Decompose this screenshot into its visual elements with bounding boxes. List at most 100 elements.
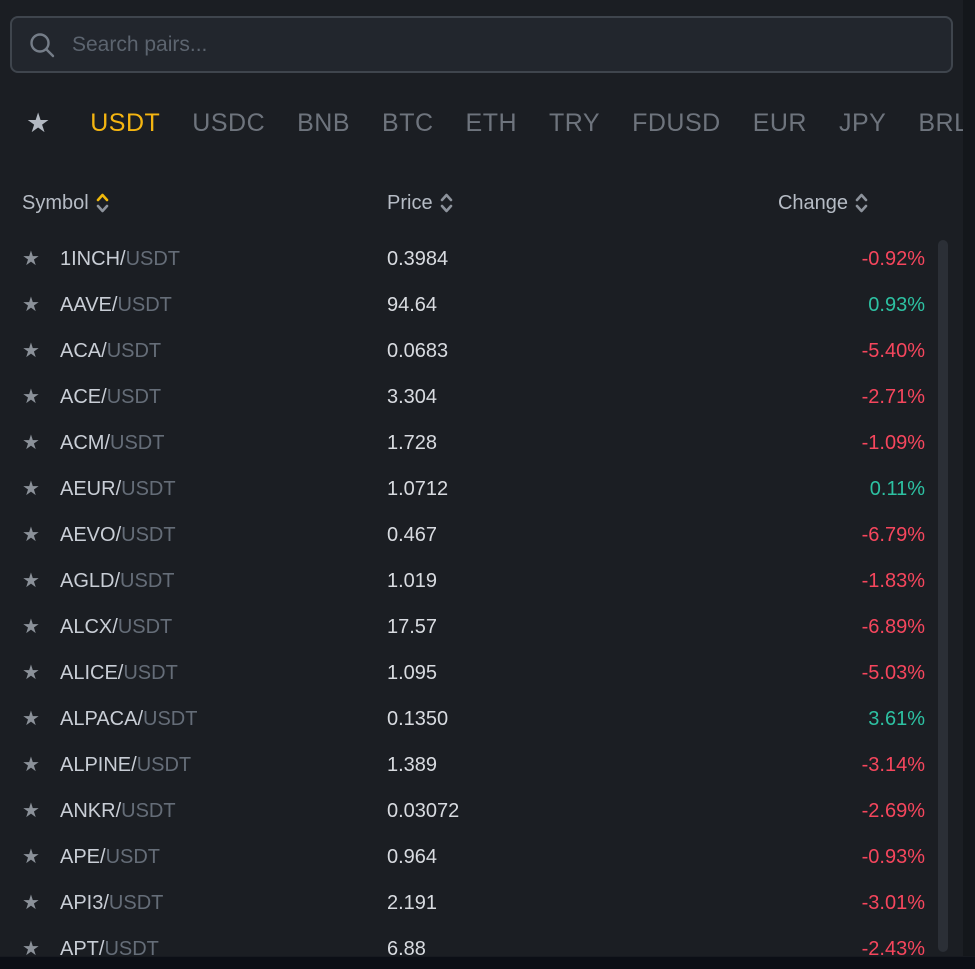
pair-row[interactable]: ★ 1INCH/USDT 0.3984 -0.92% [0, 236, 963, 282]
pair-row[interactable]: ★ APE/USDT 0.964 -0.93% [0, 834, 963, 880]
pair-symbol: ALPACA/USDT [60, 707, 198, 730]
pair-change: -0.93% [861, 845, 925, 868]
favorite-star-icon[interactable]: ★ [22, 616, 40, 638]
pair-row[interactable]: ★ AAVE/USDT 94.64 0.93% [0, 282, 963, 328]
pair-symbol: AEUR/USDT [60, 477, 176, 500]
pair-symbol: ANKR/USDT [60, 799, 176, 822]
pair-price: 3.304 [387, 385, 438, 408]
column-header-price[interactable]: Price [387, 192, 778, 215]
pair-symbol: ACA/USDT [60, 339, 162, 362]
favorite-star-icon[interactable]: ★ [22, 846, 40, 868]
pair-row[interactable]: ★ API3/USDT 2.191 -3.01% [0, 880, 963, 926]
pair-price: 1.0712 [387, 477, 449, 500]
favorite-star-icon[interactable]: ★ [22, 754, 40, 776]
pair-row[interactable]: ★ AEVO/USDT 0.467 -6.79% [0, 512, 963, 558]
pair-change: -1.09% [861, 431, 925, 454]
scrollbar-thumb[interactable] [938, 240, 948, 952]
pair-price: 1.389 [387, 753, 438, 776]
pair-row[interactable]: ★ ANKR/USDT 0.03072 -2.69% [0, 788, 963, 834]
pair-change: -6.79% [861, 523, 925, 546]
quote-tab-brl[interactable]: BRL [918, 108, 969, 137]
pair-row[interactable]: ★ ACA/USDT 0.0683 -5.40% [0, 328, 963, 374]
favorite-star-icon[interactable]: ★ [22, 478, 40, 500]
pair-price: 0.03072 [387, 799, 460, 822]
favorite-star-icon[interactable]: ★ [22, 800, 40, 822]
pair-symbol: AAVE/USDT [60, 293, 172, 316]
pair-change: -2.43% [861, 937, 925, 957]
pair-price: 0.467 [387, 523, 438, 546]
pair-change: -3.01% [861, 891, 925, 914]
pair-price: 0.1350 [387, 707, 449, 730]
pair-price: 0.3984 [387, 247, 449, 270]
pair-change: -2.71% [861, 385, 925, 408]
sort-icon [440, 192, 453, 214]
quote-tab-bnb[interactable]: BNB [297, 108, 351, 137]
quote-tab-usdt[interactable]: USDT [90, 108, 161, 137]
pair-change: -5.03% [861, 661, 925, 684]
favorite-star-icon[interactable]: ★ [22, 432, 40, 454]
pair-price: 94.64 [387, 293, 438, 316]
quote-tab-eth[interactable]: ETH [465, 108, 518, 137]
quote-tab-usdc[interactable]: USDC [192, 108, 266, 137]
pair-price: 1.019 [387, 569, 438, 592]
panel-bottom-edge [0, 956, 975, 969]
favorites-tab[interactable]: ★ [26, 107, 51, 138]
pair-change: 0.93% [868, 293, 925, 316]
pair-symbol: API3/USDT [60, 891, 164, 914]
pair-price: 1.728 [387, 431, 438, 454]
favorite-star-icon[interactable]: ★ [22, 570, 40, 592]
pair-symbol: ALICE/USDT [60, 661, 178, 684]
pair-symbol: AEVO/USDT [60, 523, 176, 546]
pair-price: 6.88 [387, 937, 426, 957]
quote-tab-try[interactable]: TRY [549, 108, 601, 137]
quote-tab-fdusd[interactable]: FDUSD [632, 108, 721, 137]
pair-symbol: ACE/USDT [60, 385, 162, 408]
pair-row[interactable]: ★ AEUR/USDT 1.0712 0.11% [0, 466, 963, 512]
pairs-list: ★ 1INCH/USDT 0.3984 -0.92% ★ AAVE/USDT 9… [0, 236, 963, 957]
favorite-star-icon[interactable]: ★ [22, 386, 40, 408]
pair-row[interactable]: ★ AGLD/USDT 1.019 -1.83% [0, 558, 963, 604]
pair-symbol: 1INCH/USDT [60, 247, 181, 270]
favorite-star-icon[interactable]: ★ [22, 248, 40, 270]
pair-row[interactable]: ★ APT/USDT 6.88 -2.43% [0, 926, 963, 957]
favorite-star-icon[interactable]: ★ [22, 662, 40, 684]
pair-change: -0.92% [861, 247, 925, 270]
quote-tab-jpy[interactable]: JPY [839, 108, 887, 137]
quote-tab-eur[interactable]: EUR [752, 108, 807, 137]
pair-row[interactable]: ★ ALPINE/USDT 1.389 -3.14% [0, 742, 963, 788]
favorite-star-icon[interactable]: ★ [22, 340, 40, 362]
column-header-change[interactable]: Change [778, 192, 868, 215]
pair-price: 1.095 [387, 661, 438, 684]
favorite-star-icon[interactable]: ★ [22, 938, 40, 956]
pair-change: 0.11% [869, 477, 925, 500]
favorite-star-icon[interactable]: ★ [22, 708, 40, 730]
pair-price: 0.0683 [387, 339, 449, 362]
pair-row[interactable]: ★ ALPACA/USDT 0.1350 3.61% [0, 696, 963, 742]
pair-row[interactable]: ★ ALICE/USDT 1.095 -5.03% [0, 650, 963, 696]
pair-change: -3.14% [861, 753, 925, 776]
sort-icon [96, 192, 109, 214]
favorite-star-icon[interactable]: ★ [22, 524, 40, 546]
favorite-star-icon[interactable]: ★ [22, 892, 40, 914]
pair-row[interactable]: ★ ALCX/USDT 17.57 -6.89% [0, 604, 963, 650]
pair-row[interactable]: ★ ACM/USDT 1.728 -1.09% [0, 420, 963, 466]
column-header-symbol[interactable]: Symbol [22, 192, 387, 215]
pair-row[interactable]: ★ ACE/USDT 3.304 -2.71% [0, 374, 963, 420]
favorite-star-icon[interactable]: ★ [22, 294, 40, 316]
pair-price: 2.191 [387, 891, 438, 914]
search-input[interactable] [72, 18, 935, 71]
quote-tab-btc[interactable]: BTC [382, 108, 434, 137]
star-icon: ★ [26, 107, 51, 138]
table-header: Symbol Price Change [0, 185, 975, 221]
pair-symbol: ALCX/USDT [60, 615, 173, 638]
search-bar [10, 16, 953, 73]
pair-symbol: ACM/USDT [60, 431, 165, 454]
pair-symbol: AGLD/USDT [60, 569, 175, 592]
pair-symbol: APT/USDT [60, 937, 159, 957]
sort-icon [855, 192, 868, 214]
pair-change: -2.69% [861, 799, 925, 822]
search-icon [30, 32, 55, 57]
pair-change: -6.89% [861, 615, 925, 638]
pair-price: 17.57 [387, 615, 438, 638]
panel-right-edge [963, 0, 975, 956]
